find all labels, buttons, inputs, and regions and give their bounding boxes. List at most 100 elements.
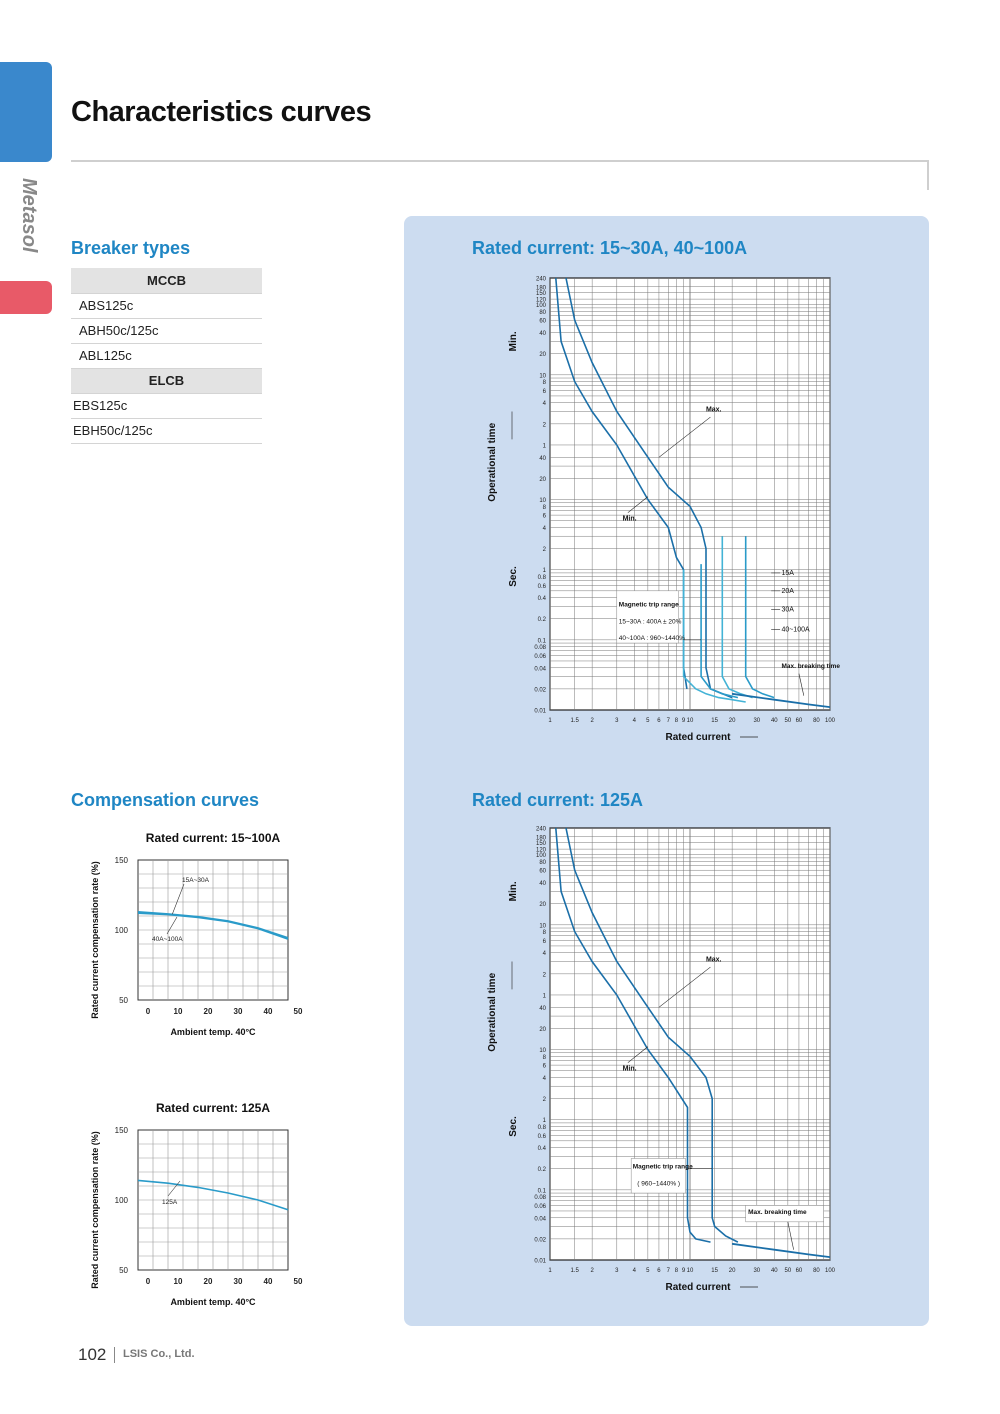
y-tick-label-min: 1 bbox=[543, 993, 547, 999]
x-tick-label: 5 bbox=[646, 718, 650, 724]
y-tick-label-min: 6 bbox=[543, 939, 547, 945]
y-tick-label-sec: 0.02 bbox=[534, 687, 546, 693]
trip-curve-bottom-heading: Rated current: 125A bbox=[472, 790, 644, 810]
curve-label-leader bbox=[658, 966, 711, 1008]
group-elcb: ELCB bbox=[71, 368, 262, 394]
y-tick-label: 50 bbox=[119, 996, 128, 1005]
breaker-types-heading: Breaker types bbox=[71, 238, 191, 258]
curve-line bbox=[565, 827, 739, 1243]
x-tick-label: 40 bbox=[771, 718, 778, 724]
y-tick-label-sec: 0.06 bbox=[534, 654, 546, 660]
y-tick-label: 150 bbox=[115, 1126, 129, 1135]
y-unit-min: Min. bbox=[508, 331, 519, 351]
x-tick-label: 5 bbox=[646, 1268, 650, 1274]
y-tick-label-sec: 0.1 bbox=[538, 1188, 547, 1194]
x-tick-label: 4 bbox=[633, 718, 637, 724]
y-tick-label-sec: 0.2 bbox=[538, 617, 547, 623]
curve-line bbox=[682, 569, 746, 703]
y-unit-min: Min. bbox=[508, 881, 519, 901]
y-tick-label-min: 150 bbox=[536, 841, 547, 847]
y-tick-label-sec: 0.02 bbox=[534, 1237, 546, 1243]
y-unit-sec: Sec. bbox=[508, 1116, 519, 1137]
max-breaking-leader bbox=[787, 1221, 794, 1250]
x-tick-label: 10 bbox=[687, 1268, 694, 1274]
y-tick-label: 50 bbox=[119, 1266, 128, 1275]
curve-label-leader bbox=[627, 496, 649, 513]
breaker-types-table: MCCB ABS125c ABH50c/125c ABL125c ELCB EB… bbox=[71, 268, 262, 444]
magnetic-trip-title: Magnetic trip range bbox=[633, 1164, 693, 1171]
series-line bbox=[137, 1179, 289, 1211]
x-tick-label: 50 bbox=[294, 1277, 303, 1286]
y-tick-label-sec: 20 bbox=[539, 1027, 546, 1033]
series-line bbox=[137, 912, 289, 940]
legend-entry: 20A bbox=[781, 588, 794, 595]
y-tick-label-min: 100 bbox=[536, 303, 547, 309]
y-tick-label-min: 8 bbox=[543, 380, 547, 386]
y-tick-label-min: 80 bbox=[539, 310, 546, 316]
group-mccb: MCCB bbox=[71, 268, 262, 294]
y-tick-label-sec: 10 bbox=[539, 1048, 546, 1054]
legend-entry: 15A bbox=[781, 570, 794, 577]
y-tick-label-sec: 0.01 bbox=[534, 709, 546, 715]
y-tick-label-sec: 20 bbox=[539, 477, 546, 483]
x-tick-label: 40 bbox=[264, 1007, 273, 1016]
x-tick-label: 10 bbox=[174, 1007, 183, 1016]
compensation-chart-15-100a: Rated current: 15~100A 50 100 150 0 10 20 30 40 5… bbox=[90, 831, 303, 1037]
x-tick-label: 10 bbox=[174, 1277, 183, 1286]
curve-label-max: Max. bbox=[706, 956, 722, 963]
x-tick-label: 3 bbox=[615, 1268, 619, 1274]
annotation-box bbox=[630, 1158, 686, 1194]
y-tick-label: 150 bbox=[115, 856, 129, 865]
y-tick-label-sec: 4 bbox=[543, 1076, 547, 1082]
y-tick-label-sec: 0.06 bbox=[534, 1204, 546, 1210]
x-tick-label: 8 bbox=[675, 1268, 679, 1274]
chart-title: Rated current: 15~100A bbox=[146, 831, 281, 845]
y-tick-label-sec: 0.6 bbox=[538, 1134, 547, 1140]
y-tick-label-min: 2 bbox=[543, 972, 547, 978]
compensation-heading: Compensation curves bbox=[71, 790, 260, 810]
x-tick-label: 60 bbox=[796, 1268, 803, 1274]
y-tick-label-min: 40 bbox=[539, 331, 546, 337]
x-tick-label: 7 bbox=[667, 718, 671, 724]
y-tick-label-min: 8 bbox=[543, 930, 547, 936]
y-tick-label-min: 240 bbox=[536, 827, 547, 833]
x-tick-label: 40 bbox=[264, 1277, 273, 1286]
y-tick-label-min: 120 bbox=[536, 298, 547, 304]
y-tick-label-min: 10 bbox=[539, 373, 546, 379]
y-tick-label-sec: 0.2 bbox=[538, 1167, 547, 1173]
x-tick-label: 30 bbox=[753, 718, 760, 724]
y-tick-label-min: 20 bbox=[539, 352, 546, 358]
side-brand-label: Metasol bbox=[18, 178, 40, 253]
magnetic-trip-range: ( 960~1440% ) bbox=[637, 1181, 680, 1188]
x-tick-label: 80 bbox=[813, 718, 820, 724]
y-tick-label-sec: 0.08 bbox=[534, 1195, 546, 1201]
x-tick-label: 100 bbox=[825, 1268, 836, 1274]
series-label: 15A~30A bbox=[182, 877, 210, 884]
x-tick-label: 3 bbox=[615, 718, 619, 724]
curve-line bbox=[555, 827, 711, 1243]
curve-line bbox=[565, 277, 733, 699]
y-tick-label-min: 40 bbox=[539, 881, 546, 887]
y-tick-label-sec: 8 bbox=[543, 1055, 547, 1061]
legend-entry: 40~100A bbox=[781, 627, 810, 634]
annotation-box bbox=[745, 1205, 824, 1223]
y-tick-label-sec: 0.8 bbox=[538, 1125, 547, 1131]
company-name: LSIS Co., Ltd. bbox=[123, 1348, 195, 1360]
x-tick-label: 20 bbox=[204, 1277, 213, 1286]
series-label: 40A~100A bbox=[152, 936, 183, 943]
annotation-box bbox=[616, 590, 679, 644]
y-tick-label-sec: 0.01 bbox=[534, 1259, 546, 1265]
y-tick-label-sec: 6 bbox=[543, 1064, 547, 1070]
type-row: EBS125c bbox=[71, 393, 262, 419]
type-row: EBH50c/125c bbox=[71, 418, 262, 444]
y-tick-label-sec: 0.04 bbox=[534, 666, 546, 672]
type-row: ABS125c bbox=[71, 293, 262, 319]
x-tick-label: 30 bbox=[753, 1268, 760, 1274]
y-tick-label-sec: 1 bbox=[543, 568, 547, 574]
title-rule-end bbox=[927, 160, 929, 190]
trip-curve-chart-15-100a: 0.010.020.040.060.080.10.20.40.60.812468… bbox=[487, 277, 840, 744]
y-tick-label-sec: 6 bbox=[543, 514, 547, 520]
x-tick-label: 0 bbox=[146, 1277, 151, 1286]
y-tick-label-min: 6 bbox=[543, 389, 547, 395]
x-axis-label: Rated current bbox=[665, 732, 731, 743]
